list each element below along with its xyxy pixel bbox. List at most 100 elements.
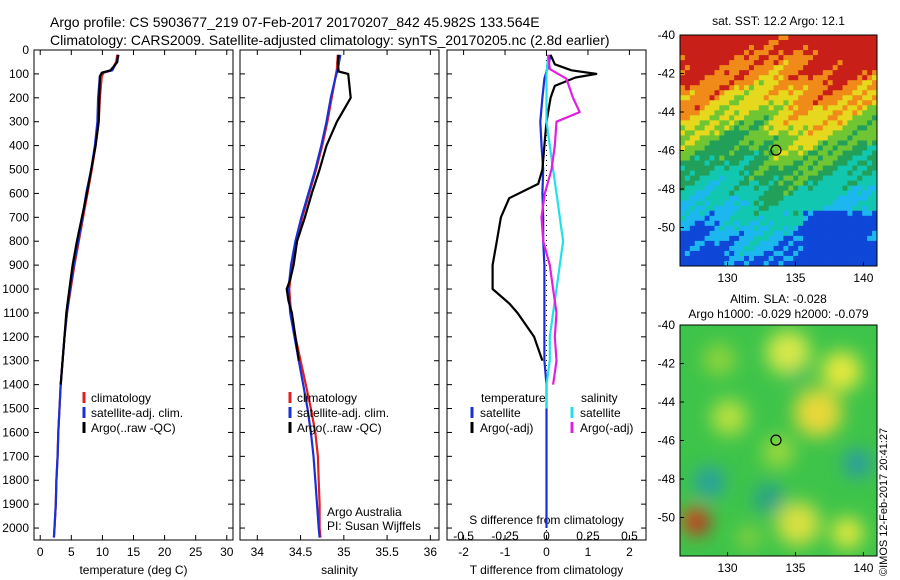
sst-cell (852, 140, 858, 147)
sst-cell (822, 95, 829, 101)
sst-cell (689, 120, 696, 126)
sst-cell (680, 255, 686, 262)
sst-cell (684, 205, 691, 212)
sst-cell (812, 245, 819, 252)
sst-cell (842, 70, 849, 76)
sst-cell (793, 110, 799, 116)
sst-cell (719, 55, 725, 61)
sst-cell (763, 155, 770, 162)
sst-cell (739, 65, 745, 71)
sst-cell (719, 40, 725, 46)
sst-cell (842, 245, 849, 252)
sst-cell (808, 195, 814, 202)
sst-cell (852, 155, 858, 162)
sst-cell (778, 215, 785, 222)
sst-cell (704, 170, 711, 177)
sst-cell (862, 45, 868, 51)
sst-cell (798, 215, 804, 222)
sst-cell (872, 140, 877, 147)
sst-cell (694, 100, 701, 106)
sst-cell (842, 55, 849, 61)
sla-blob (788, 365, 809, 386)
sst-cell (714, 230, 720, 237)
sst-cell (803, 80, 809, 86)
sst-cell (847, 135, 853, 142)
sst-cell (753, 155, 760, 162)
sst-cell (724, 210, 730, 217)
legend-entry: Argo(..raw -QC) (91, 421, 176, 435)
sst-cell (803, 75, 809, 81)
sst-cell (744, 175, 750, 182)
sst-cell (744, 205, 750, 212)
sst-cell (753, 180, 760, 187)
legend-header: salinity (581, 391, 618, 405)
sst-cell (778, 45, 785, 51)
sst-cell (832, 200, 839, 207)
sst-cell (724, 80, 730, 86)
sst-cell (793, 70, 799, 76)
sst-cell (719, 170, 725, 177)
sst-cell (778, 175, 785, 182)
sst-cell (857, 55, 863, 61)
sst-cell (808, 260, 814, 266)
sst-cell (827, 130, 834, 137)
depth-tick-label: 1800 (2, 473, 29, 487)
sst-cell (714, 175, 720, 182)
sst-cell (748, 230, 755, 237)
sst-cell (803, 185, 809, 192)
sst-cell (798, 115, 804, 121)
sst-cell (783, 195, 789, 202)
sst-cell (837, 105, 844, 111)
sst-cell (763, 65, 770, 71)
sst-cell (744, 210, 750, 217)
sst-cell (680, 245, 686, 252)
sst-cell (798, 55, 804, 61)
sst-cell (773, 120, 780, 126)
sst-cell (699, 90, 706, 96)
sst-cell (729, 195, 735, 202)
sst-cell (822, 55, 829, 61)
sst-cell (817, 80, 824, 86)
sst-cell (857, 200, 863, 207)
sst-cell (763, 90, 770, 96)
sst-cell (862, 150, 868, 157)
sst-cell (842, 130, 849, 137)
sst-cell (689, 210, 696, 217)
sst-cell (714, 190, 720, 197)
sst-cell (803, 220, 809, 227)
sst-cell (694, 85, 701, 91)
sst-cell (788, 70, 794, 76)
sst-cell (709, 75, 716, 81)
sst-cell (694, 75, 701, 81)
sst-cell (857, 185, 863, 192)
sst-cell (724, 200, 730, 207)
sst-cell (744, 75, 750, 81)
sst-cell (719, 65, 725, 71)
sst-cell (808, 125, 814, 132)
lat-tick-label: -50 (658, 221, 676, 235)
sst-cell (724, 85, 730, 91)
sst-cell (748, 50, 755, 56)
sst-cell (714, 255, 720, 262)
sst-cell (753, 80, 760, 86)
sst-cell (857, 150, 863, 157)
sst-cell (684, 105, 691, 111)
sst-cell (734, 110, 740, 116)
sst-cell (739, 60, 745, 66)
depth-tick-label: 800 (9, 234, 29, 248)
x-tick-label: 34.5 (289, 545, 313, 559)
sst-cell (773, 205, 780, 212)
sst-cell (822, 165, 829, 172)
sst-cell (734, 50, 740, 56)
sst-cell (758, 35, 765, 41)
sst-cell (684, 235, 691, 242)
sst-cell (704, 100, 711, 106)
sst-cell (719, 110, 725, 116)
sst-cell (699, 35, 706, 41)
sst-cell (872, 200, 877, 207)
sst-cell (847, 35, 853, 41)
sst-cell (793, 200, 799, 207)
sst-cell (862, 160, 868, 167)
sst-cell (803, 115, 809, 121)
